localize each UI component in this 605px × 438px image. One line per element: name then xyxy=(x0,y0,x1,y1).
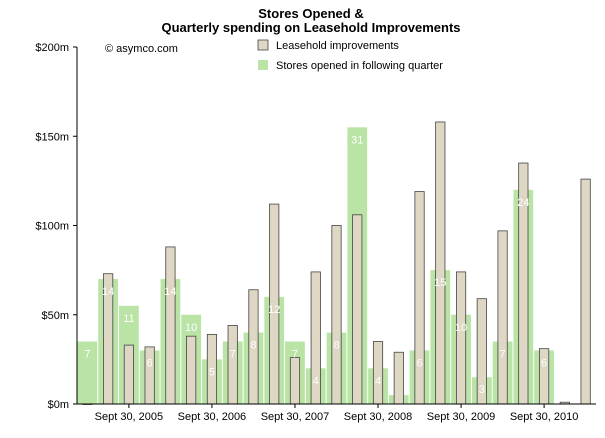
store-data-label: 6 xyxy=(541,357,547,369)
y-tick-label: $50m xyxy=(41,310,69,322)
x-tick-label: Sept 30, 2010 xyxy=(510,411,579,423)
legend-swatch xyxy=(258,60,268,70)
legend: Leasehold improvements Stores opened in f… xyxy=(257,39,443,72)
store-data-label: 6 xyxy=(147,357,153,369)
leasehold-bar xyxy=(165,246,176,405)
chart-subtitle: Quarterly spending on Leasehold Improvem… xyxy=(161,20,460,35)
legend-swatch xyxy=(257,39,269,51)
store-data-label: 10 xyxy=(185,322,197,334)
legend-label: Stores opened in following quarter xyxy=(276,60,443,72)
store-data-label: 4 xyxy=(375,375,381,387)
credit-text: © asymco.com xyxy=(105,43,178,55)
leasehold-bar xyxy=(227,325,238,405)
leasehold-bar xyxy=(455,271,467,405)
x-tick-label: Sept 30, 2006 xyxy=(178,411,247,423)
leasehold-bar xyxy=(414,191,425,405)
store-data-label: 14 xyxy=(164,286,176,298)
store-data-label: 6 xyxy=(416,357,422,369)
x-tick-label: Sept 30, 2009 xyxy=(427,411,496,423)
y-tick-label: $100m xyxy=(35,221,69,233)
store-data-label: 5 xyxy=(209,366,215,378)
store-data-label: 8 xyxy=(250,340,256,352)
x-tick-label: Sept 30, 2007 xyxy=(261,411,330,423)
store-data-label: 15 xyxy=(434,277,446,289)
y-axis: $0m $50m $100m $150m $200m xyxy=(35,42,78,411)
store-data-label: 7 xyxy=(230,349,236,361)
store-data-label: 3 xyxy=(479,384,485,396)
leasehold-bar xyxy=(144,346,155,405)
store-data-label: 12 xyxy=(268,304,280,316)
x-tick-label: Sept 30, 2008 xyxy=(344,411,413,423)
y-tick-label: $0m xyxy=(48,399,69,411)
store-data-label: 24 xyxy=(517,197,529,209)
leasehold-bar xyxy=(186,335,197,405)
x-tick-label: Sept 30, 2005 xyxy=(95,411,164,423)
leasehold-bar xyxy=(393,351,404,405)
store-data-label: 31 xyxy=(351,134,363,146)
y-tick-label: $200m xyxy=(35,42,69,54)
y-tick-label: $150m xyxy=(35,131,69,143)
leasehold-bar xyxy=(123,344,134,405)
leasehold-bar xyxy=(372,341,384,405)
store-data-label: 4 xyxy=(313,375,319,387)
store-data-label: 11 xyxy=(123,313,134,325)
legend-label: Leasehold improvements xyxy=(276,40,399,52)
store-data-label: 14 xyxy=(102,286,114,298)
store-data-label: 8 xyxy=(333,340,339,352)
leasehold-bar xyxy=(352,214,363,405)
store-data-label: 7 xyxy=(84,349,90,361)
leasehold-bar xyxy=(331,225,342,405)
data-labels: 7 14 11 6 14 10 5 7 8 12 7 4 8 31 4 6 15 10 3 7 24 6 xyxy=(84,134,547,396)
leasehold-bar xyxy=(289,357,301,405)
leasehold-bar xyxy=(497,230,508,405)
store-bar xyxy=(77,341,98,404)
leasehold-bar xyxy=(580,178,591,405)
store-data-label: 7 xyxy=(292,349,298,361)
store-data-label: 10 xyxy=(455,322,467,334)
leasehold-bar xyxy=(435,121,446,405)
store-data-label: 7 xyxy=(500,349,506,361)
chart-title: Stores Opened & xyxy=(258,6,363,21)
x-axis: Sept 30, 2005 Sept 30, 2006 Sept 30, 2007 S… xyxy=(77,403,596,423)
